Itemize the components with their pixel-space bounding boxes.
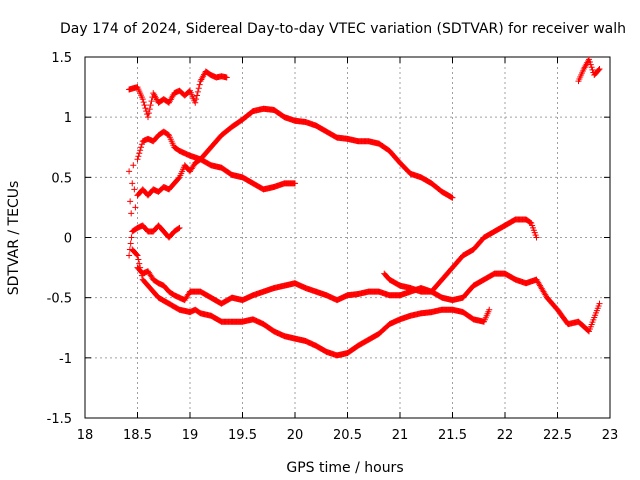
data-point	[130, 162, 137, 169]
data-point	[194, 88, 201, 95]
data-point	[176, 224, 183, 231]
data-point	[193, 96, 200, 103]
data-point	[135, 153, 142, 160]
data-point	[292, 180, 298, 187]
x-tick-label: 22	[497, 428, 514, 443]
y-tick-label: 0	[64, 232, 72, 247]
data-point	[132, 204, 139, 211]
x-axis-label: GPS time / hours	[286, 460, 403, 476]
data-point	[175, 225, 182, 232]
data-point	[194, 92, 200, 99]
chart-title: Day 174 of 2024, Sidereal Day-to-day VTE…	[60, 21, 626, 37]
data-point	[126, 168, 133, 175]
data-point	[533, 234, 540, 241]
y-tick-label: 1	[64, 111, 72, 126]
data-point	[145, 114, 151, 121]
data-point	[587, 61, 594, 68]
data-point	[586, 59, 593, 66]
x-tick-label: 18	[77, 428, 94, 443]
data-point	[141, 102, 148, 109]
data-point	[127, 240, 134, 247]
data-points	[126, 56, 603, 359]
data-point	[192, 99, 199, 106]
data-point	[134, 156, 141, 163]
x-tick-label: 21	[392, 428, 409, 443]
data-point	[596, 300, 603, 307]
data-point	[146, 106, 153, 113]
data-point	[527, 219, 534, 226]
data-point	[128, 234, 135, 241]
data-point	[136, 150, 143, 157]
data-point	[127, 198, 134, 205]
x-tick-label: 23	[602, 428, 619, 443]
y-axis-label: SDTVAR / TECUs	[6, 181, 22, 296]
data-point	[136, 260, 143, 267]
data-point	[586, 56, 592, 63]
data-point	[131, 186, 138, 193]
data-point	[135, 256, 142, 263]
data-point	[129, 180, 136, 187]
data-point	[138, 141, 145, 148]
data-point	[596, 66, 603, 73]
data-point	[595, 67, 602, 74]
data-point	[449, 194, 456, 201]
y-tick-label: -1	[59, 352, 72, 367]
x-tick-label: 19.5	[228, 428, 257, 443]
data-point	[134, 252, 141, 259]
axis-ticks: 18 18.5 19 19.5 20 20.5 21 21.5 22 22.5 23 -1.5 -1 -0…	[47, 51, 619, 443]
x-tick-label: 20	[287, 428, 304, 443]
data-point	[140, 99, 147, 106]
y-tick-label: 1.5	[51, 51, 72, 66]
x-tick-label: 19	[182, 428, 199, 443]
data-point	[137, 147, 144, 154]
data-point	[195, 85, 202, 92]
y-tick-label: -0.5	[47, 292, 72, 307]
data-point	[128, 210, 135, 217]
y-tick-label: 0.5	[51, 171, 72, 186]
data-point	[589, 66, 596, 73]
data-point	[138, 144, 144, 151]
x-tick-label: 20.5	[333, 428, 362, 443]
x-tick-label: 18.5	[123, 428, 152, 443]
data-point	[145, 110, 152, 117]
data-point	[139, 96, 146, 103]
y-tick-label: -1.5	[47, 412, 72, 427]
data-point	[223, 74, 230, 81]
data-point	[588, 64, 595, 71]
data-point	[486, 306, 493, 313]
data-point	[148, 98, 155, 105]
data-point	[126, 252, 133, 259]
x-tick-label: 22.5	[543, 428, 572, 443]
data-point	[133, 251, 140, 258]
data-point	[142, 105, 149, 112]
data-point	[196, 81, 203, 88]
data-point	[175, 175, 182, 182]
x-tick-label: 21.5	[438, 428, 467, 443]
data-point	[147, 102, 154, 109]
